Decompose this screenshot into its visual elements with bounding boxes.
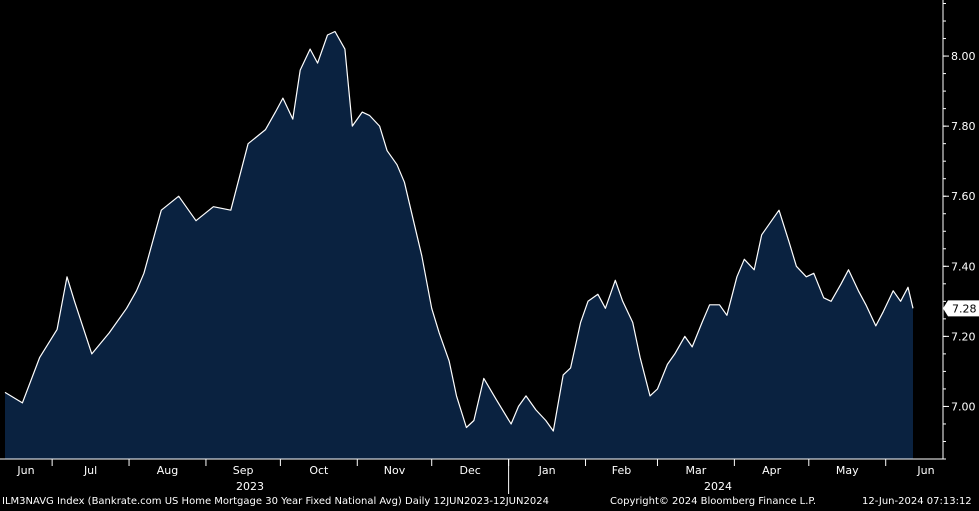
y-tick-label: 8.00 (951, 50, 976, 63)
x-month-label: Jul (83, 464, 97, 477)
last-value-label: 7.28 (952, 302, 977, 315)
x-month-label: Jan (538, 464, 556, 477)
x-month-label: Jun (16, 464, 34, 477)
x-year-label: 2024 (704, 480, 732, 493)
y-tick-label: 7.60 (951, 190, 976, 203)
x-month-label: Aug (157, 464, 178, 477)
last-value-tag (943, 300, 979, 317)
chart: 7.00 7.20 7.40 7.60 7.80 8.00 Jun Jul Aug Sep Oct… (0, 0, 979, 494)
x-month-label: Oct (309, 464, 329, 477)
y-tick-label: 7.80 (951, 120, 976, 133)
footer-timestamp: 12-Jun-2024 07:13:12 (862, 496, 972, 507)
x-month-label: Nov (384, 464, 406, 477)
x-month-label: Mar (686, 464, 707, 477)
x-month-label: Dec (460, 464, 481, 477)
x-month-label: May (836, 464, 859, 477)
x-month-label: Feb (612, 464, 631, 477)
footer-description: ILM3NAVG Index (Bankrate.com US Home Mor… (2, 496, 549, 507)
y-tick-label: 7.20 (951, 330, 976, 343)
series-line (4, 30, 914, 432)
x-axis: Jun Jul Aug Sep Oct Nov Dec Jan Feb Mar Apr May Jun 2… (0, 458, 943, 494)
footer: ILM3NAVG Index (Bankrate.com US Home Mor… (0, 494, 979, 511)
y-tick-label: 7.40 (951, 260, 976, 273)
x-year-label: 2023 (236, 480, 264, 493)
series-area-layer (4, 30, 914, 459)
y-axis: 7.00 7.20 7.40 7.60 7.80 8.00 (942, 0, 976, 460)
last-value-layer: 7.28 (943, 300, 979, 317)
x-month-label: Jun (916, 464, 934, 477)
series-area (5, 31, 913, 459)
x-month-label: Apr (762, 464, 782, 477)
footer-copyright: Copyright© 2024 Bloomberg Finance L.P. (610, 496, 817, 507)
y-tick-label: 7.00 (951, 400, 976, 413)
x-month-label: Sep (233, 464, 254, 477)
